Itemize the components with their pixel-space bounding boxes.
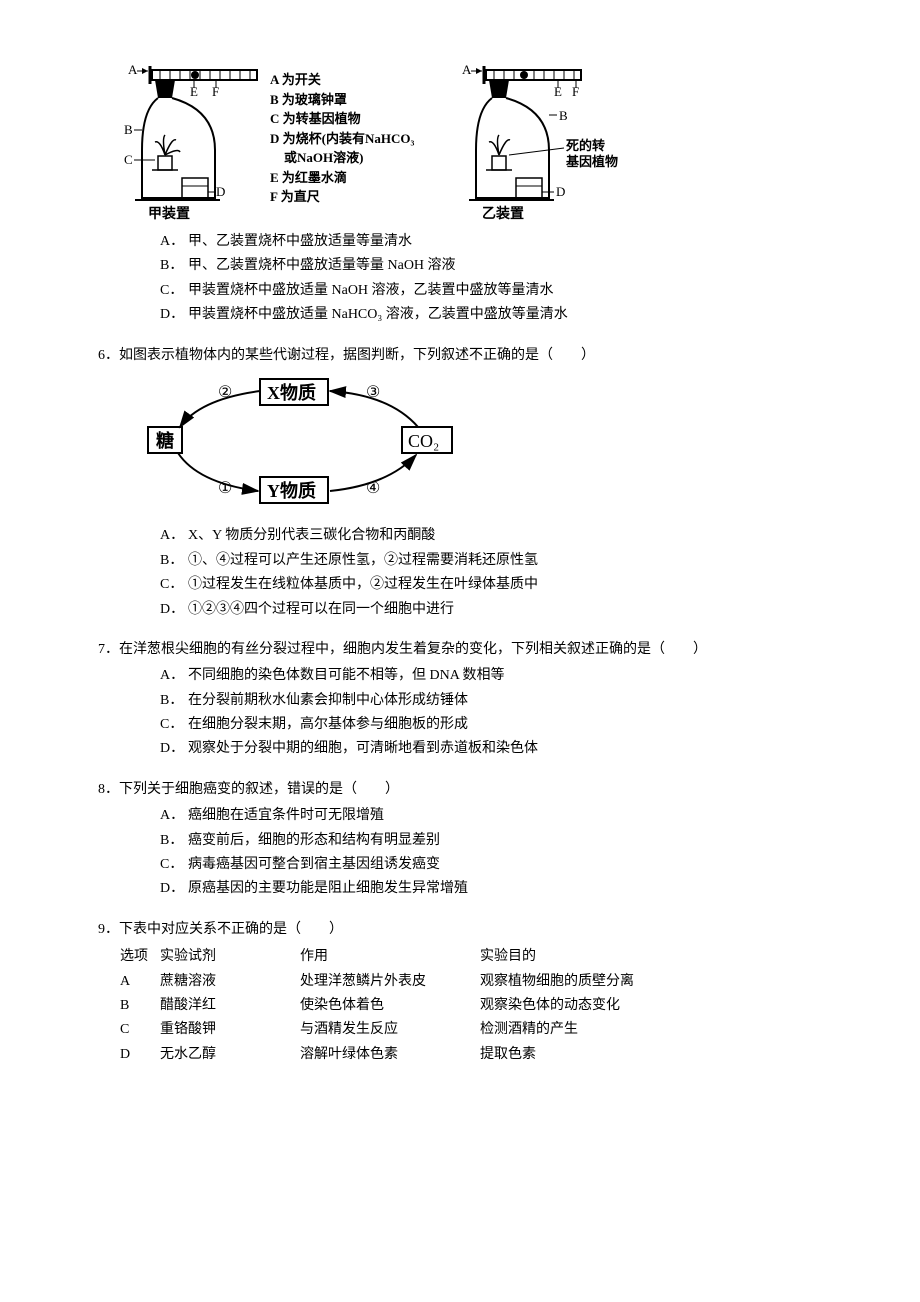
q6-X: X物质 <box>267 382 316 403</box>
q9-C2: 重铬酸钾 <box>160 1018 300 1042</box>
q9-A2: 蔗糖溶液 <box>160 970 300 994</box>
q6-Y: Y物质 <box>267 480 316 501</box>
q8-option-D: D．原癌基因的主要功能是阻止细胞发生异常增殖 <box>160 878 850 900</box>
q8-options: A．癌细胞在适宜条件时可无限增殖 B．癌变前后，细胞的形态和结构有明显差别 C．… <box>70 805 850 901</box>
q5-options: A．甲、乙装置烧杯中盛放适量等量清水 B．甲、乙装置烧杯中盛放适量等量 NaOH… <box>70 231 850 327</box>
q5-left-caption: 甲装置 <box>148 205 190 222</box>
q5-option-D: D．甲装置烧杯中盛放适量 NaHCO₃ 溶液，乙装置中盛放等量清水 <box>160 304 850 326</box>
q9-stem: 9．下表中对应关系不正确的是（ ） <box>70 919 850 941</box>
q6-n1: ① <box>218 480 232 497</box>
q9-B2: 醋酸洋红 <box>160 994 300 1018</box>
right-label2: 基因植物 <box>565 154 618 169</box>
q5-right-apparatus: A E F B 死的转 基因植物 D 乙装置 <box>454 60 624 225</box>
legend-D2: 或NaOH溶液) <box>270 148 414 168</box>
q5-right-caption: 乙装置 <box>482 205 524 222</box>
q5-option-A: A．甲、乙装置烧杯中盛放适量等量清水 <box>160 231 850 253</box>
q6-stem: 6．如图表示植物体内的某些代谢过程，据图判断，下列叙述不正确的是（ ） <box>70 345 850 367</box>
q9-h1: 选项 <box>120 945 160 969</box>
q6-n3: ③ <box>366 384 380 401</box>
q9-table: 选项 实验试剂 作用 实验目的 A 蔗糖溶液 处理洋葱鳞片外表皮 观察植物细胞的… <box>70 945 850 1067</box>
q5-option-B: B．甲、乙装置烧杯中盛放适量等量 NaOH 溶液 <box>160 255 850 277</box>
q6-option-C: C．①过程发生在线粒体基质中，②过程发生在叶绿体基质中 <box>160 574 850 596</box>
q9-D1: D <box>120 1043 160 1067</box>
q6-sugar: 糖 <box>156 430 174 451</box>
q7-stem: 7．在洋葱根尖细胞的有丝分裂过程中，细胞内发生着复杂的变化，下列相关叙述正确的是… <box>70 639 850 661</box>
label-A: A <box>128 62 138 77</box>
legend-A: A 为开关 <box>270 70 414 90</box>
q6-n4: ④ <box>366 480 380 497</box>
q5-left-apparatus: A E F B C D <box>120 60 260 225</box>
q6-CO2: CO₂ <box>408 431 439 451</box>
q6-n2: ② <box>218 384 232 401</box>
q9-A1: A <box>120 970 160 994</box>
q9-h2: 实验试剂 <box>160 945 300 969</box>
legend-F: F 为直尺 <box>270 187 414 207</box>
q5-left-svg: A E F B C D <box>120 60 260 225</box>
q6-svg: X物质 Y物质 糖 CO₂ ② ③ ① ④ <box>140 371 480 511</box>
q9-A3: 处理洋葱鳞片外表皮 <box>300 970 480 994</box>
q8-stem: 8．下列关于细胞癌变的叙述，错误的是（ ） <box>70 779 850 801</box>
q8-option-B: B．癌变前后，细胞的形态和结构有明显差别 <box>160 830 850 852</box>
q9-D3: 溶解叶绿体色素 <box>300 1043 480 1067</box>
q9-C3: 与酒精发生反应 <box>300 1018 480 1042</box>
q9-D4: 提取色素 <box>480 1043 700 1067</box>
q8-option-A: A．癌细胞在适宜条件时可无限增殖 <box>160 805 850 827</box>
legend-D: D 为烧杯(内装有NaHCO₃ <box>270 129 414 149</box>
q9-C1: C <box>120 1018 160 1042</box>
label-B2: B <box>559 108 568 123</box>
q9-B1: B <box>120 994 160 1018</box>
right-label1: 死的转 <box>566 138 605 153</box>
q7-option-D: D．观察处于分裂中期的细胞，可清晰地看到赤道板和染色体 <box>160 738 850 760</box>
q9-B4: 观察染色体的动态变化 <box>480 994 700 1018</box>
label-C: C <box>124 152 133 167</box>
label-B: B <box>124 122 133 137</box>
q5-right-svg: A E F B 死的转 基因植物 D 乙装置 <box>454 60 624 225</box>
label-D2: D <box>556 184 565 199</box>
q9-C4: 检测酒精的产生 <box>480 1018 700 1042</box>
q9-h3: 作用 <box>300 945 480 969</box>
legend-B: B 为玻璃钟罩 <box>270 90 414 110</box>
q5-option-C: C．甲装置烧杯中盛放适量 NaOH 溶液，乙装置中盛放等量清水 <box>160 280 850 302</box>
q6-figure: X物质 Y物质 糖 CO₂ ② ③ ① ④ <box>70 371 850 519</box>
legend-E: E 为红墨水滴 <box>270 168 414 188</box>
label-A2: A <box>462 62 472 77</box>
q5-legend: A 为开关 B 为玻璃钟罩 C 为转基因植物 D 为烧杯(内装有NaHCO₃ 或… <box>270 70 414 207</box>
q7-option-A: A．不同细胞的染色体数目可能不相等，但 DNA 数相等 <box>160 665 850 687</box>
legend-C: C 为转基因植物 <box>270 109 414 129</box>
q9-B3: 使染色体着色 <box>300 994 480 1018</box>
q6-options: A．X、Y 物质分别代表三碳化合物和丙酮酸 B．①、④过程可以产生还原性氢，②过… <box>70 525 850 621</box>
q7-option-C: C．在细胞分裂末期，高尔基体参与细胞板的形成 <box>160 714 850 736</box>
q6-option-B: B．①、④过程可以产生还原性氢，②过程需要消耗还原性氢 <box>160 550 850 572</box>
q7-option-B: B．在分裂前期秋水仙素会抑制中心体形成纺锤体 <box>160 690 850 712</box>
q9-D2: 无水乙醇 <box>160 1043 300 1067</box>
q6-option-D: D．①②③④四个过程可以在同一个细胞中进行 <box>160 599 850 621</box>
q5-figure-row: A E F B C D <box>70 60 850 225</box>
q8-option-C: C．病毒癌基因可整合到宿主基因组诱发癌变 <box>160 854 850 876</box>
q9-A4: 观察植物细胞的质壁分离 <box>480 970 700 994</box>
q7-options: A．不同细胞的染色体数目可能不相等，但 DNA 数相等 B．在分裂前期秋水仙素会… <box>70 665 850 761</box>
label-D: D <box>216 184 225 199</box>
q6-option-A: A．X、Y 物质分别代表三碳化合物和丙酮酸 <box>160 525 850 547</box>
q9-h4: 实验目的 <box>480 945 700 969</box>
